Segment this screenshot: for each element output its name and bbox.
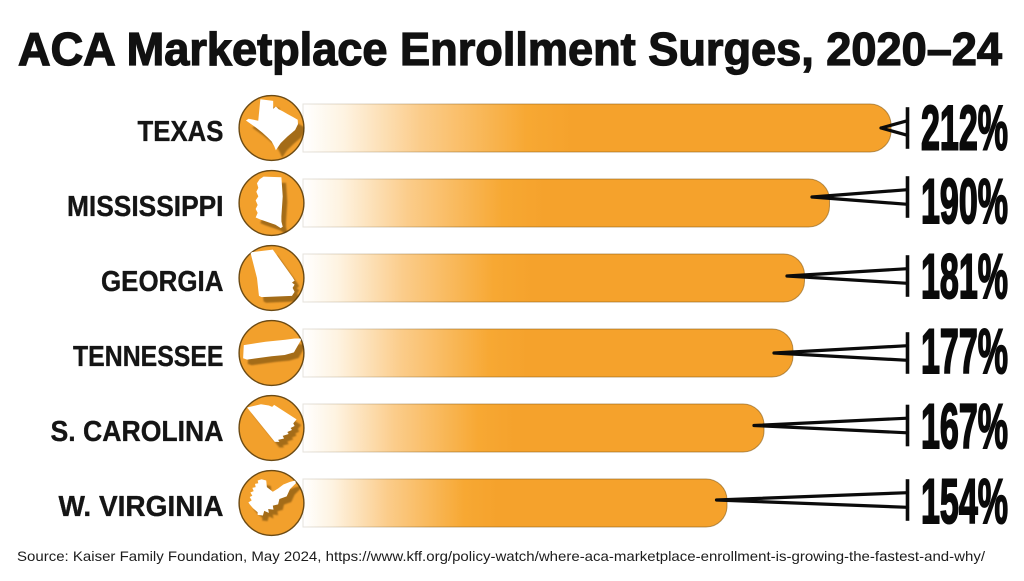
svg-text:S. CAROLINA: S. CAROLINA [51, 416, 224, 448]
svg-text:167%: 167% [921, 392, 1008, 462]
svg-text:MISSISSIPPI: MISSISSIPPI [67, 191, 224, 223]
svg-text:177%: 177% [921, 317, 1008, 387]
svg-text:181%: 181% [921, 242, 1008, 312]
svg-text:W. VIRGINIA: W. VIRGINIA [59, 491, 224, 523]
svg-text:190%: 190% [921, 167, 1008, 237]
svg-text:TENNESSEE: TENNESSEE [73, 341, 224, 373]
svg-text:ACA Marketplace Enrollment Sur: ACA Marketplace Enrollment Surges, 2020–… [18, 23, 1002, 75]
svg-text:TEXAS: TEXAS [138, 116, 224, 148]
svg-text:154%: 154% [921, 467, 1008, 537]
svg-text:Source: Kaiser Family Foundati: Source: Kaiser Family Foundation, May 20… [17, 549, 985, 564]
svg-text:212%: 212% [921, 94, 1008, 164]
svg-text:GEORGIA: GEORGIA [101, 266, 224, 298]
